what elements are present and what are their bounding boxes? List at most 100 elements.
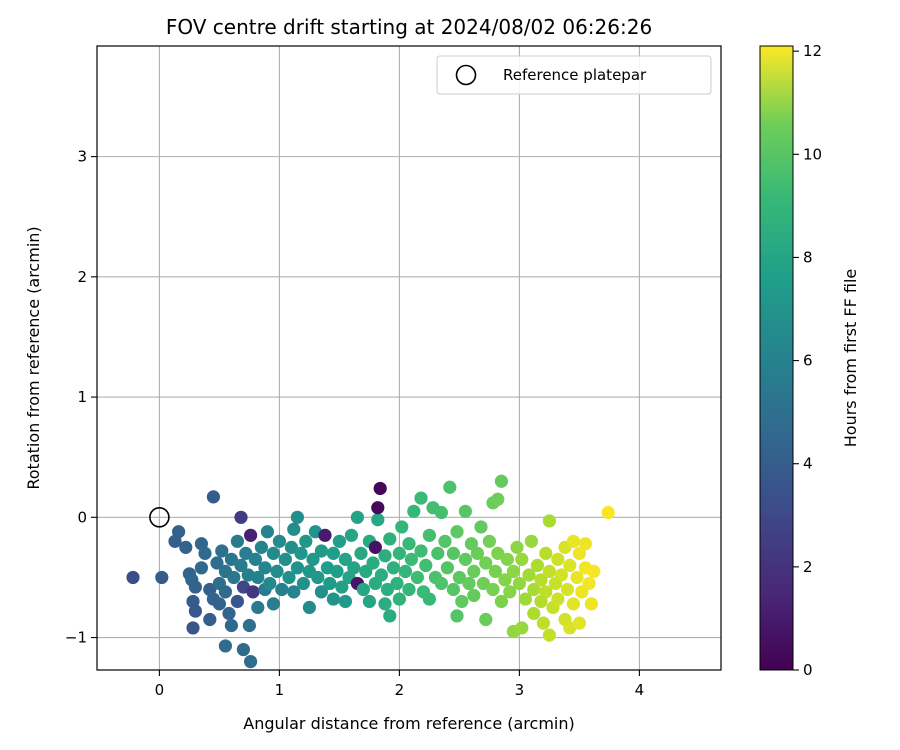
legend-label: Reference platepar bbox=[503, 66, 647, 84]
data-point bbox=[534, 573, 548, 587]
data-point bbox=[354, 546, 368, 560]
data-point bbox=[296, 576, 310, 591]
data-point bbox=[239, 546, 253, 560]
data-point bbox=[338, 594, 352, 609]
data-point bbox=[498, 573, 512, 587]
data-point bbox=[290, 510, 304, 524]
data-point bbox=[188, 580, 202, 594]
data-point bbox=[422, 592, 436, 606]
data-point bbox=[407, 504, 421, 518]
data-point bbox=[272, 534, 286, 548]
data-point bbox=[479, 612, 493, 627]
data-point bbox=[222, 606, 236, 621]
data-point bbox=[230, 594, 244, 609]
colorbar-tick-label: 6 bbox=[803, 352, 813, 370]
data-point bbox=[244, 654, 258, 669]
data-point bbox=[318, 528, 332, 542]
data-point bbox=[486, 582, 500, 597]
chart-title: FOV centre drift starting at 2024/08/02 … bbox=[166, 15, 652, 39]
data-point bbox=[410, 570, 424, 585]
data-point bbox=[242, 618, 256, 633]
data-point bbox=[260, 525, 274, 539]
data-point bbox=[332, 534, 346, 548]
data-point bbox=[314, 544, 328, 558]
data-point bbox=[474, 520, 488, 534]
data-point bbox=[434, 505, 448, 520]
data-point bbox=[500, 552, 514, 566]
data-point bbox=[212, 597, 226, 611]
data-point bbox=[236, 642, 250, 657]
data-point bbox=[326, 546, 340, 560]
data-point bbox=[491, 546, 505, 560]
data-point bbox=[218, 585, 232, 599]
data-point bbox=[572, 616, 587, 630]
colorbar-tick-label: 4 bbox=[803, 455, 813, 473]
data-point bbox=[462, 576, 476, 591]
y-tick-label: −1 bbox=[65, 629, 87, 647]
data-point bbox=[404, 552, 418, 566]
data-point bbox=[290, 561, 304, 575]
colorbar-tick-label: 2 bbox=[803, 558, 813, 576]
data-point bbox=[258, 561, 272, 575]
data-point bbox=[203, 612, 217, 627]
data-point bbox=[380, 582, 394, 597]
data-point bbox=[172, 525, 186, 539]
data-point bbox=[344, 528, 358, 542]
data-point bbox=[347, 561, 361, 575]
data-point bbox=[530, 558, 545, 572]
data-point bbox=[230, 534, 244, 548]
data-point bbox=[362, 594, 376, 609]
data-point bbox=[494, 594, 508, 609]
data-point bbox=[512, 576, 527, 591]
data-point bbox=[210, 556, 224, 570]
data-point bbox=[378, 549, 392, 563]
data-point bbox=[302, 600, 316, 615]
data-point bbox=[251, 600, 265, 615]
data-point bbox=[335, 580, 349, 594]
data-point bbox=[584, 597, 599, 611]
y-tick-label: 3 bbox=[77, 148, 87, 166]
data-point bbox=[482, 534, 496, 548]
y-axis-label: Rotation from reference (arcmin) bbox=[24, 226, 43, 489]
colorbar-tick-label: 10 bbox=[803, 145, 822, 163]
data-point bbox=[323, 576, 337, 591]
data-point bbox=[390, 576, 404, 591]
data-point bbox=[215, 544, 229, 558]
colorbar-tick-label: 0 bbox=[803, 661, 813, 679]
data-point bbox=[518, 592, 533, 606]
data-point bbox=[395, 520, 409, 534]
data-point bbox=[366, 556, 380, 570]
data-point bbox=[470, 546, 484, 560]
data-point bbox=[275, 582, 289, 597]
data-point bbox=[467, 588, 481, 603]
data-point bbox=[560, 582, 575, 597]
data-point bbox=[374, 568, 388, 582]
data-point bbox=[299, 534, 313, 548]
data-point bbox=[371, 501, 385, 515]
data-point bbox=[188, 604, 202, 618]
data-point bbox=[510, 540, 524, 554]
colorbar-label: Hours from first FF file bbox=[841, 269, 860, 448]
data-point bbox=[218, 639, 232, 653]
data-point bbox=[491, 492, 505, 506]
data-point bbox=[224, 618, 238, 633]
data-point bbox=[356, 582, 370, 597]
data-point bbox=[554, 568, 569, 582]
data-point bbox=[155, 570, 169, 585]
data-point bbox=[527, 606, 541, 621]
legend: Reference platepar bbox=[436, 55, 712, 95]
data-point bbox=[373, 481, 387, 496]
data-point bbox=[383, 532, 397, 546]
data-point bbox=[539, 546, 553, 560]
legend-marker-icon bbox=[455, 64, 477, 86]
data-point bbox=[572, 546, 587, 560]
data-point bbox=[186, 621, 200, 635]
data-point bbox=[179, 540, 193, 554]
data-point bbox=[431, 546, 445, 560]
data-point bbox=[551, 552, 565, 566]
data-point bbox=[402, 537, 416, 551]
data-point bbox=[446, 582, 460, 597]
data-point bbox=[467, 564, 481, 579]
data-point bbox=[450, 609, 464, 623]
